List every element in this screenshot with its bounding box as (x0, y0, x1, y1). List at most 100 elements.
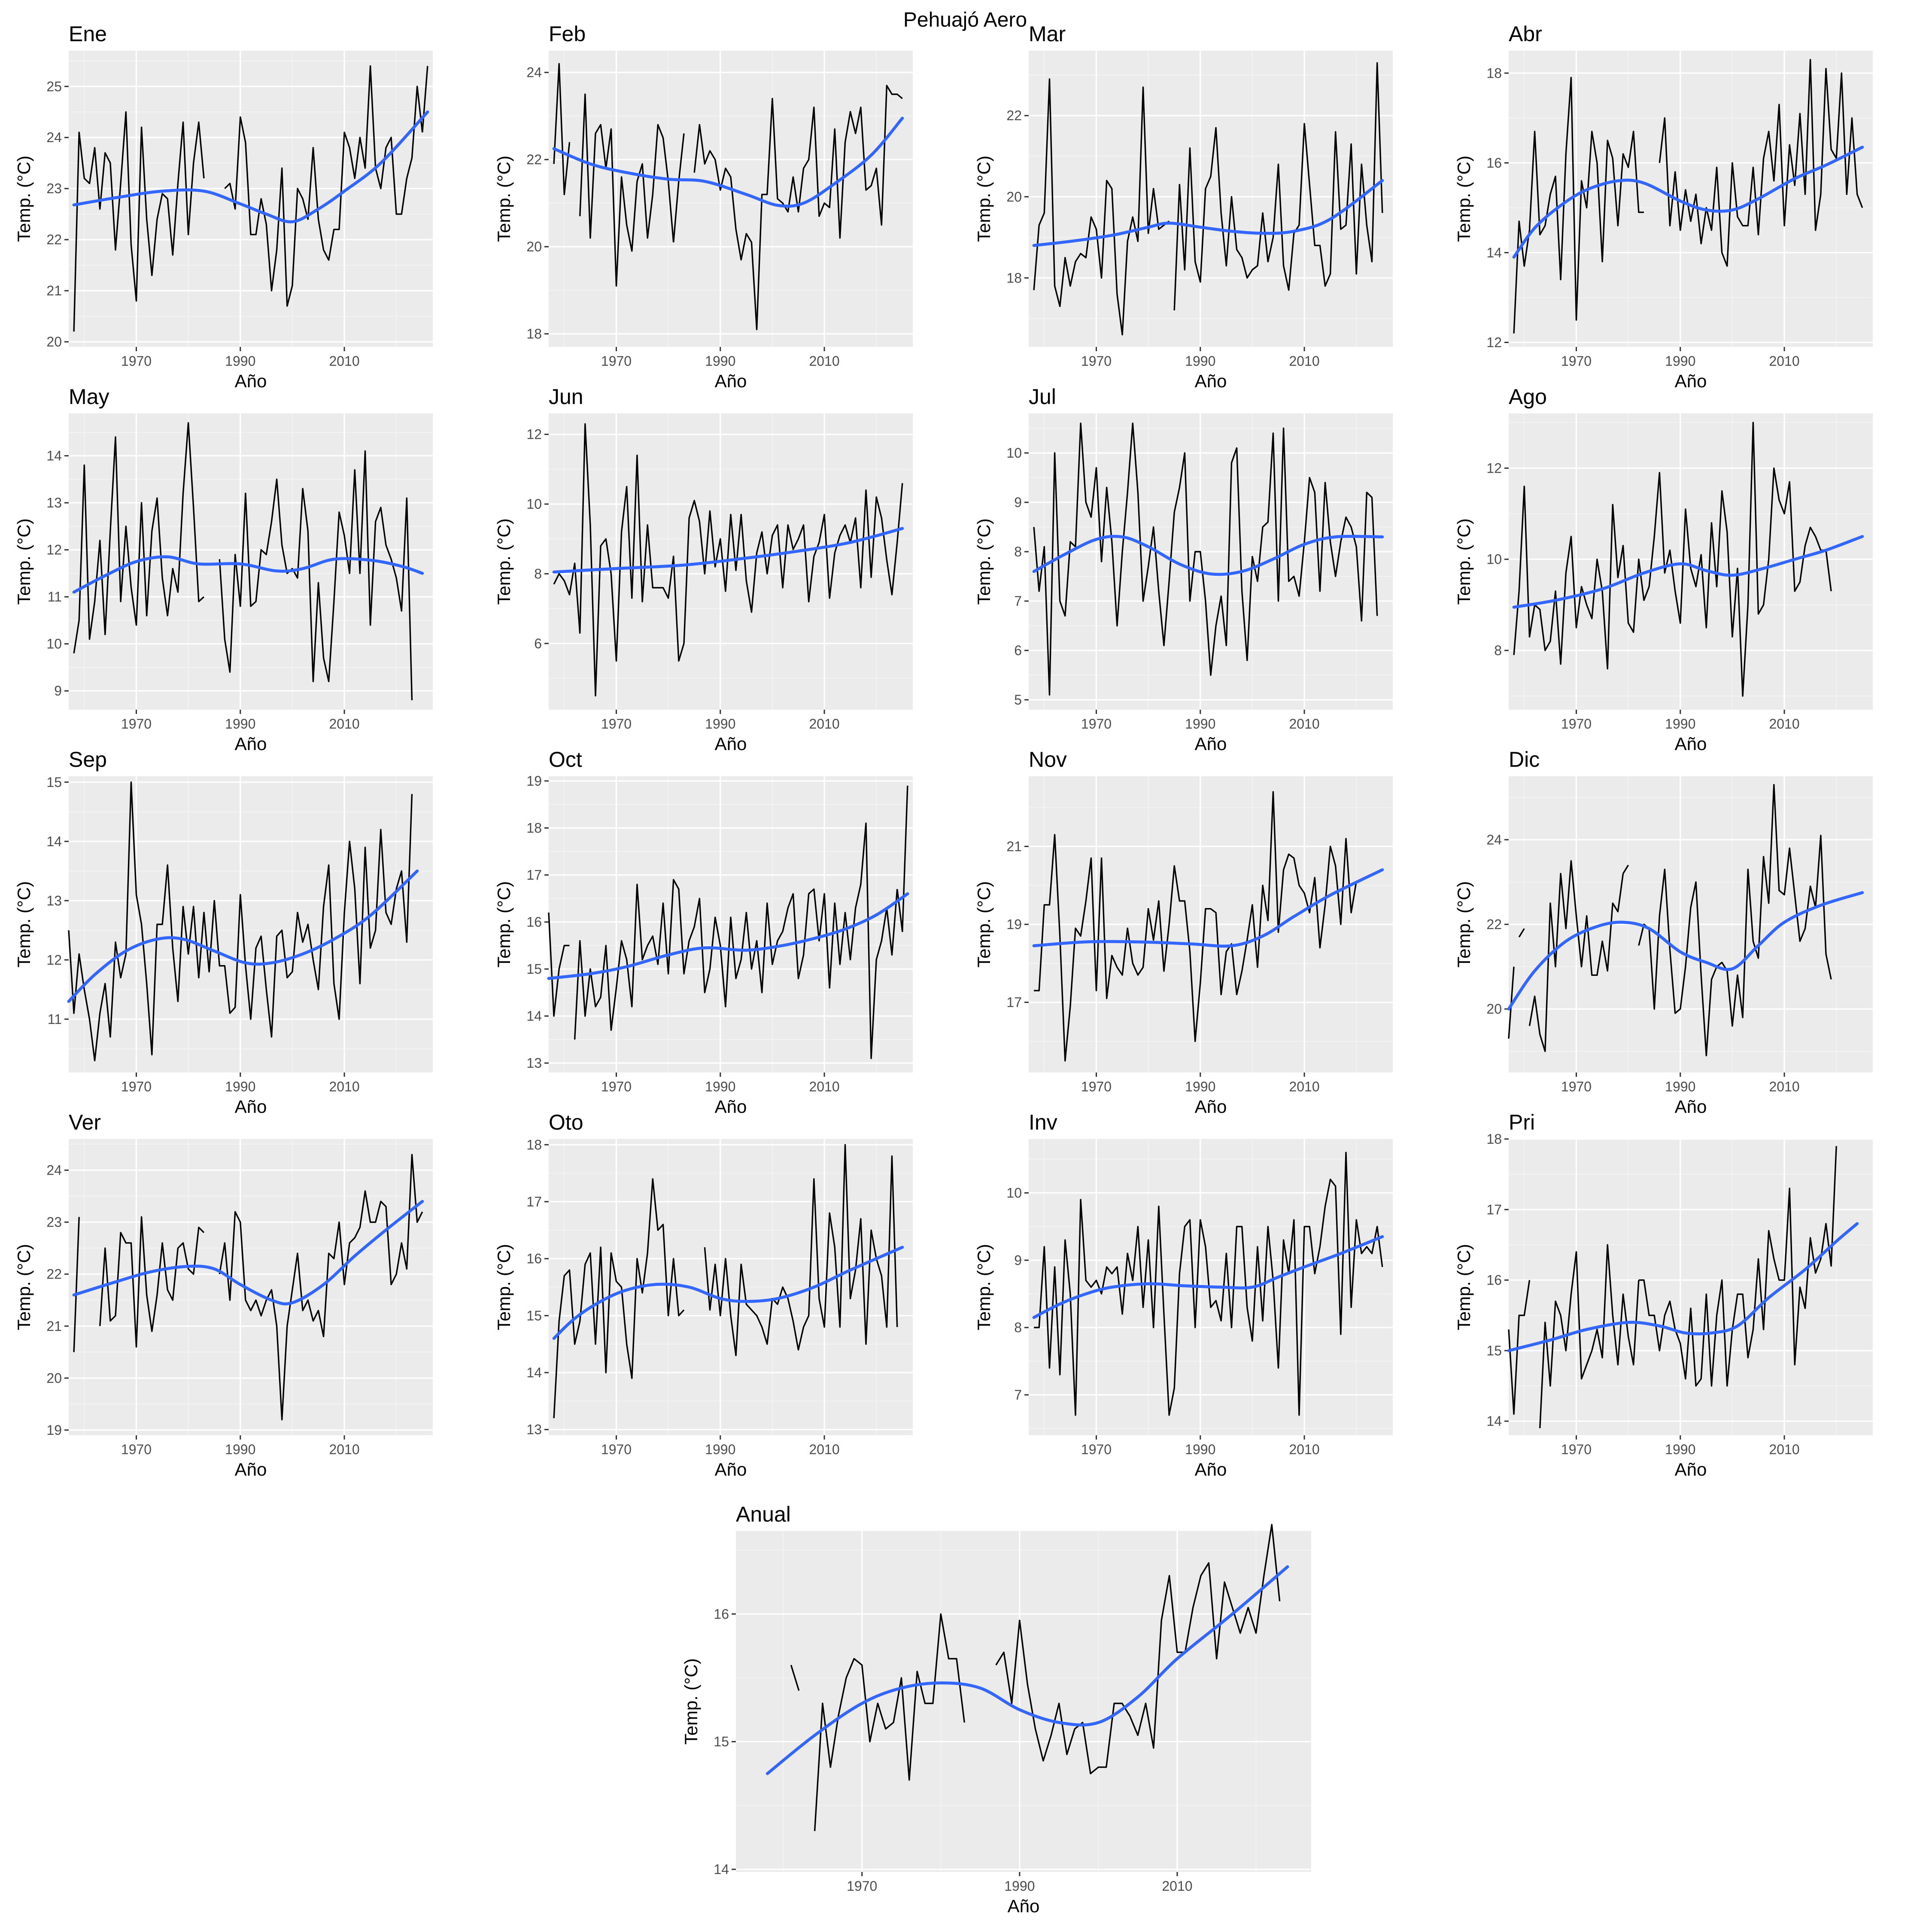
smooth-trend-line (1032, 1235, 1384, 1319)
y-axis-title: Temp. (°C) (974, 155, 994, 242)
x-tick-label: 2010 (1769, 353, 1799, 369)
x-tick-label: 1970 (601, 716, 632, 732)
x-tick-label: 2010 (809, 353, 839, 369)
y-axis-title: Temp. (°C) (1454, 518, 1474, 605)
y-tick-label: 17 (1486, 1202, 1502, 1217)
y-axis-title: Temp. (°C) (14, 518, 34, 605)
smooth-trend-line (552, 527, 904, 574)
x-tick-label: 1970 (601, 1442, 632, 1457)
temperature-series-1 (73, 422, 205, 653)
temperature-series-1 (1513, 77, 1644, 334)
y-axis-title: Temp. (°C) (1454, 155, 1474, 242)
panel-title: May (69, 385, 109, 409)
y-tick-label: 10 (1006, 1185, 1022, 1200)
temperature-series-2 (579, 93, 674, 287)
temperature-series-5 (1638, 784, 1832, 1057)
x-tick-label: 1970 (1561, 1079, 1592, 1094)
x-tick-label: 1990 (1665, 1079, 1695, 1094)
x-tick-label: 1990 (1665, 353, 1695, 369)
y-tick-label: 25 (46, 79, 62, 94)
y-tick-label: 22 (1006, 108, 1022, 123)
temperature-series-2 (1518, 928, 1525, 938)
x-tick-label: 1990 (705, 353, 735, 369)
temperature-series-1 (553, 1178, 685, 1419)
x-axis-title: Año (715, 371, 747, 391)
y-tick-label: 9 (1014, 495, 1022, 510)
y-axis-title: Temp. (°C) (974, 881, 994, 967)
x-tick-label: 2010 (1289, 1442, 1319, 1457)
y-tick-label: 12 (526, 427, 542, 442)
temperature-series-3 (422, 66, 428, 133)
smooth-trend-line (67, 869, 419, 1003)
smooth-trend-line (1512, 146, 1864, 259)
x-tick-label: 2010 (1162, 1878, 1192, 1894)
y-tick-label: 14 (46, 448, 62, 464)
temperature-series-1 (790, 1665, 800, 1691)
y-tick-label: 20 (526, 239, 542, 255)
x-tick-label: 1990 (1665, 716, 1695, 732)
smooth-trend-line (766, 1565, 1289, 1775)
x-tick-label: 2010 (1769, 716, 1799, 732)
y-tick-label: 18 (526, 326, 542, 342)
x-tick-label: 2010 (329, 353, 359, 369)
y-tick-label: 18 (1006, 270, 1022, 286)
x-tick-label: 2010 (809, 1442, 839, 1457)
y-tick-label: 15 (526, 1308, 542, 1323)
x-axis-title: Año (1675, 1459, 1707, 1479)
panel-background (1509, 1139, 1873, 1435)
y-tick-label: 19 (1006, 917, 1022, 932)
panel-background (1029, 51, 1393, 347)
panel-background (549, 51, 913, 347)
panel-oto: 1970 1990 2010 13 14 15 16 17 18 Oto Año Temp. (°C) (494, 1110, 913, 1479)
panel-title: Mar (1029, 22, 1066, 46)
temperature-series-3 (1528, 860, 1624, 1052)
panel-title: Sep (69, 747, 107, 772)
y-tick-label: 22 (46, 232, 62, 247)
x-axis-title: Año (1008, 1896, 1040, 1916)
y-tick-label: 13 (46, 893, 62, 908)
y-tick-label: 10 (1486, 552, 1502, 567)
y-tick-label: 20 (1006, 189, 1022, 204)
temperature-series-1 (553, 423, 903, 697)
panel-background (1509, 51, 1873, 347)
panel-title: Abr (1509, 22, 1542, 46)
y-axis-title: Temp. (°C) (974, 1244, 994, 1330)
x-tick-label: 1990 (1004, 1878, 1035, 1894)
panel-background (69, 1139, 433, 1435)
x-axis-title: Año (715, 1097, 747, 1117)
smooth-trend-line (72, 555, 424, 594)
x-tick-label: 1990 (1665, 1442, 1695, 1457)
x-tick-label: 1990 (225, 1442, 255, 1457)
panel-background (736, 1531, 1311, 1872)
temperature-series-1 (1033, 78, 1170, 336)
x-tick-label: 1990 (705, 1442, 735, 1457)
x-axis-title: Año (1675, 734, 1707, 754)
figure-title: Pehuajó Aero (903, 9, 1027, 31)
y-tick-label: 8 (1014, 1320, 1022, 1335)
y-tick-label: 16 (1486, 155, 1502, 170)
temperature-series-3 (219, 1154, 423, 1421)
x-axis-title: Año (1675, 371, 1707, 391)
x-tick-label: 2010 (1289, 1079, 1319, 1094)
panel-pri: 1970 1990 2010 14 15 16 17 18 Pri Año Temp. (°C) (1454, 1110, 1873, 1479)
y-tick-label: 20 (46, 1370, 62, 1386)
x-tick-label: 1990 (1185, 716, 1215, 732)
temperature-series-2 (814, 1613, 965, 1831)
x-tick-label: 1970 (847, 1878, 877, 1894)
temperature-series-1 (1508, 1280, 1531, 1415)
panel-jul: 1970 1990 2010 5 6 7 8 9 10 Jul Año Temp. (°C) (974, 385, 1393, 754)
y-tick-label: 15 (526, 961, 542, 977)
y-tick-label: 8 (534, 566, 542, 581)
panel-dic: 1970 1990 2010 20 22 24 Dic Año Temp. (°C) (1454, 747, 1873, 1117)
y-tick-label: 18 (526, 1137, 542, 1152)
smooth-trend-line (72, 1200, 424, 1306)
y-axis-title: Temp. (°C) (494, 518, 514, 605)
smooth-trend-line (552, 1245, 904, 1340)
panel-background (69, 776, 433, 1072)
y-tick-label: 23 (46, 181, 62, 196)
y-tick-label: 8 (1494, 643, 1502, 658)
y-tick-label: 18 (1486, 65, 1502, 81)
y-tick-label: 12 (1486, 460, 1502, 476)
x-tick-label: 1990 (705, 1079, 735, 1094)
